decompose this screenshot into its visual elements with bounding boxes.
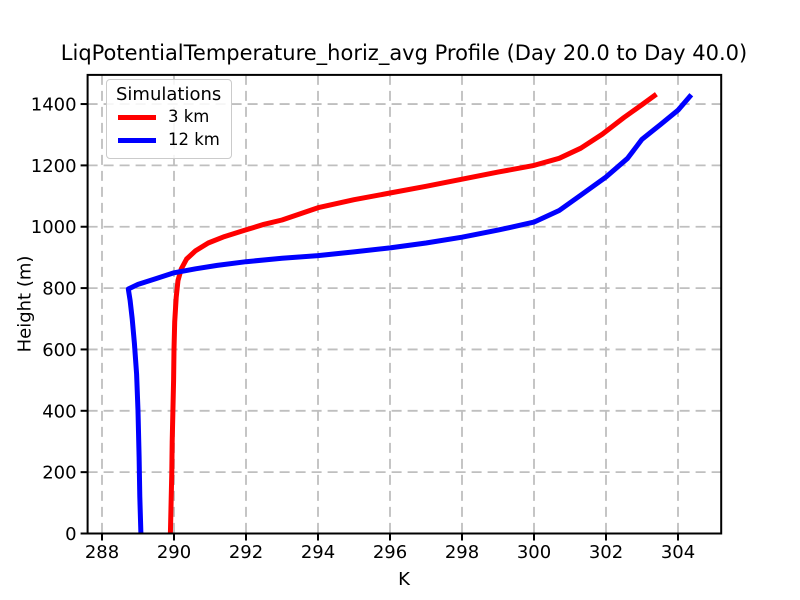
y-tick-label-1200: 1200 <box>31 156 77 177</box>
legend-label-3km: 3 km <box>168 107 210 127</box>
y-tick-label-1000: 1000 <box>31 217 77 238</box>
y-tick-label-400: 400 <box>42 401 76 422</box>
x-tick-label-290: 290 <box>157 542 191 563</box>
y-tick-label-600: 600 <box>42 340 76 361</box>
y-tick-label-800: 800 <box>42 279 76 300</box>
legend: Simulations 3 km 12 km <box>106 79 232 159</box>
plot-border <box>86 73 723 535</box>
legend-title: Simulations <box>116 84 222 105</box>
chart-title: LiqPotentialTemperature_horiz_avg Profil… <box>60 41 748 65</box>
legend-swatch-12km <box>118 138 156 143</box>
x-tick-label-296: 296 <box>373 542 407 563</box>
legend-entry-3km: 3 km <box>107 106 231 129</box>
x-tick-label-292: 292 <box>229 542 263 563</box>
series-line-3-km <box>167 92 658 534</box>
legend-swatch-3km <box>118 115 156 120</box>
x-tick-label-288: 288 <box>85 542 119 563</box>
series-line-12-km <box>125 93 694 534</box>
y-tick-label-200: 200 <box>42 463 76 484</box>
x-tick-label-298: 298 <box>445 542 479 563</box>
y-tick-label-0: 0 <box>65 524 76 545</box>
y-axis-label: Height (m) <box>14 255 36 353</box>
legend-entry-12km: 12 km <box>107 129 231 152</box>
x-tick-label-294: 294 <box>301 542 335 563</box>
y-tick-label-1400: 1400 <box>31 95 77 116</box>
series <box>125 92 694 534</box>
x-tick-label-302: 302 <box>589 542 623 563</box>
x-tick-label-300: 300 <box>517 542 551 563</box>
legend-label-12km: 12 km <box>168 130 220 150</box>
axis-ticks: 288 290 292 294 296 298 300 302 304 0 200 400 600 800… <box>31 95 695 563</box>
x-tick-label-304: 304 <box>661 542 695 563</box>
x-axis-label: K <box>398 569 410 590</box>
